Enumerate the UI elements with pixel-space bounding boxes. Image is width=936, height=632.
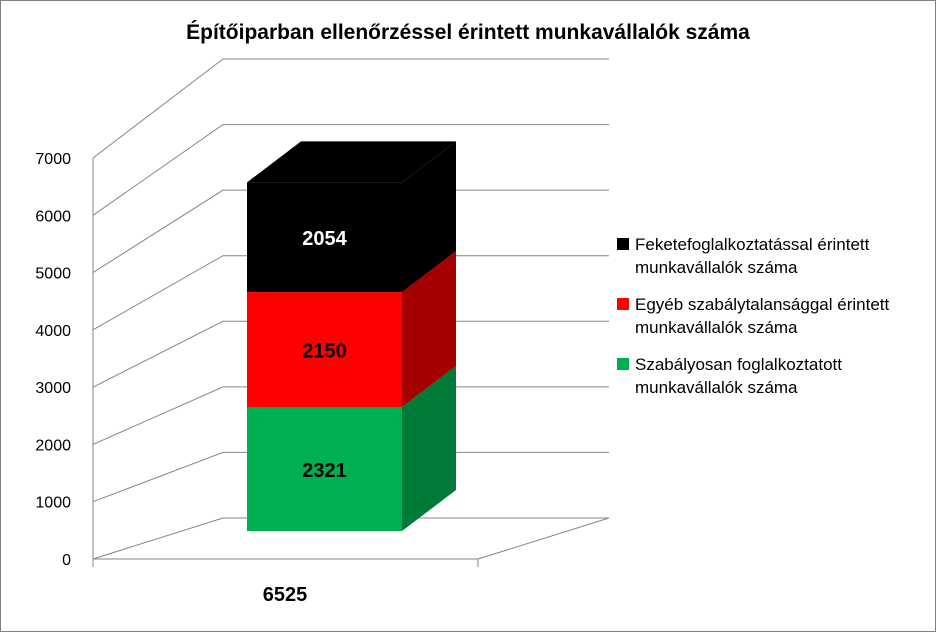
y-tick-label-1000: 1000 — [35, 495, 71, 512]
gridline-4000 — [92, 255, 609, 331]
gridline-0 — [92, 517, 609, 560]
bar-value-label-0: 2321 — [302, 460, 347, 482]
legend: Feketefoglalkoztatással érintett munkavá… — [613, 233, 928, 413]
y-tick-label-7000: 7000 — [35, 151, 71, 168]
chart-title: Építőiparban ellenőrzéssel érintett munk… — [186, 21, 750, 44]
bar-top-face — [247, 141, 456, 183]
gridline-2000 — [92, 386, 609, 445]
y-tick-label-4000: 4000 — [35, 323, 71, 340]
y-tick-label-3000: 3000 — [35, 380, 71, 397]
bar-segment-2 — [247, 182, 402, 293]
legend-item-red: Egyéb szabálytalansággal érintett munkav… — [613, 293, 928, 339]
gridline-3000 — [92, 320, 609, 388]
bar-side-2 — [402, 141, 456, 293]
legend-label-red: Egyéb szabálytalansággal érintett munkav… — [635, 295, 890, 337]
gridline-7000 — [92, 58, 609, 159]
gridline-1000 — [92, 451, 609, 503]
bar-segment-1 — [247, 292, 402, 407]
bar-side-1 — [402, 251, 456, 407]
legend-item-black: Feketefoglalkoztatással érintett munkavá… — [613, 233, 928, 279]
bar-value-label-1: 2150 — [302, 341, 347, 363]
gridline-5000 — [92, 189, 609, 273]
y-tick-label-6000: 6000 — [35, 208, 71, 225]
legend-item-green: Szabályosan foglalkoztatott munkavállaló… — [613, 353, 928, 399]
legend-swatch-green — [617, 358, 629, 370]
y-tick-label-0: 0 — [62, 552, 71, 569]
legend-swatch-black — [617, 238, 629, 250]
gridline-6000 — [92, 124, 609, 216]
legend-swatch-red — [617, 298, 629, 310]
bar-value-label-2: 2054 — [302, 228, 347, 250]
legend-label-green: Szabályosan foglalkoztatott munkavállaló… — [635, 355, 842, 397]
bar-segment-0 — [247, 406, 402, 531]
legend-label-black: Feketefoglalkoztatással érintett munkavá… — [635, 235, 870, 277]
y-tick-label-2000: 2000 — [35, 437, 71, 454]
x-category-label: 6525 — [263, 584, 308, 606]
y-tick-label-5000: 5000 — [35, 266, 71, 283]
bar-side-0 — [402, 365, 456, 531]
